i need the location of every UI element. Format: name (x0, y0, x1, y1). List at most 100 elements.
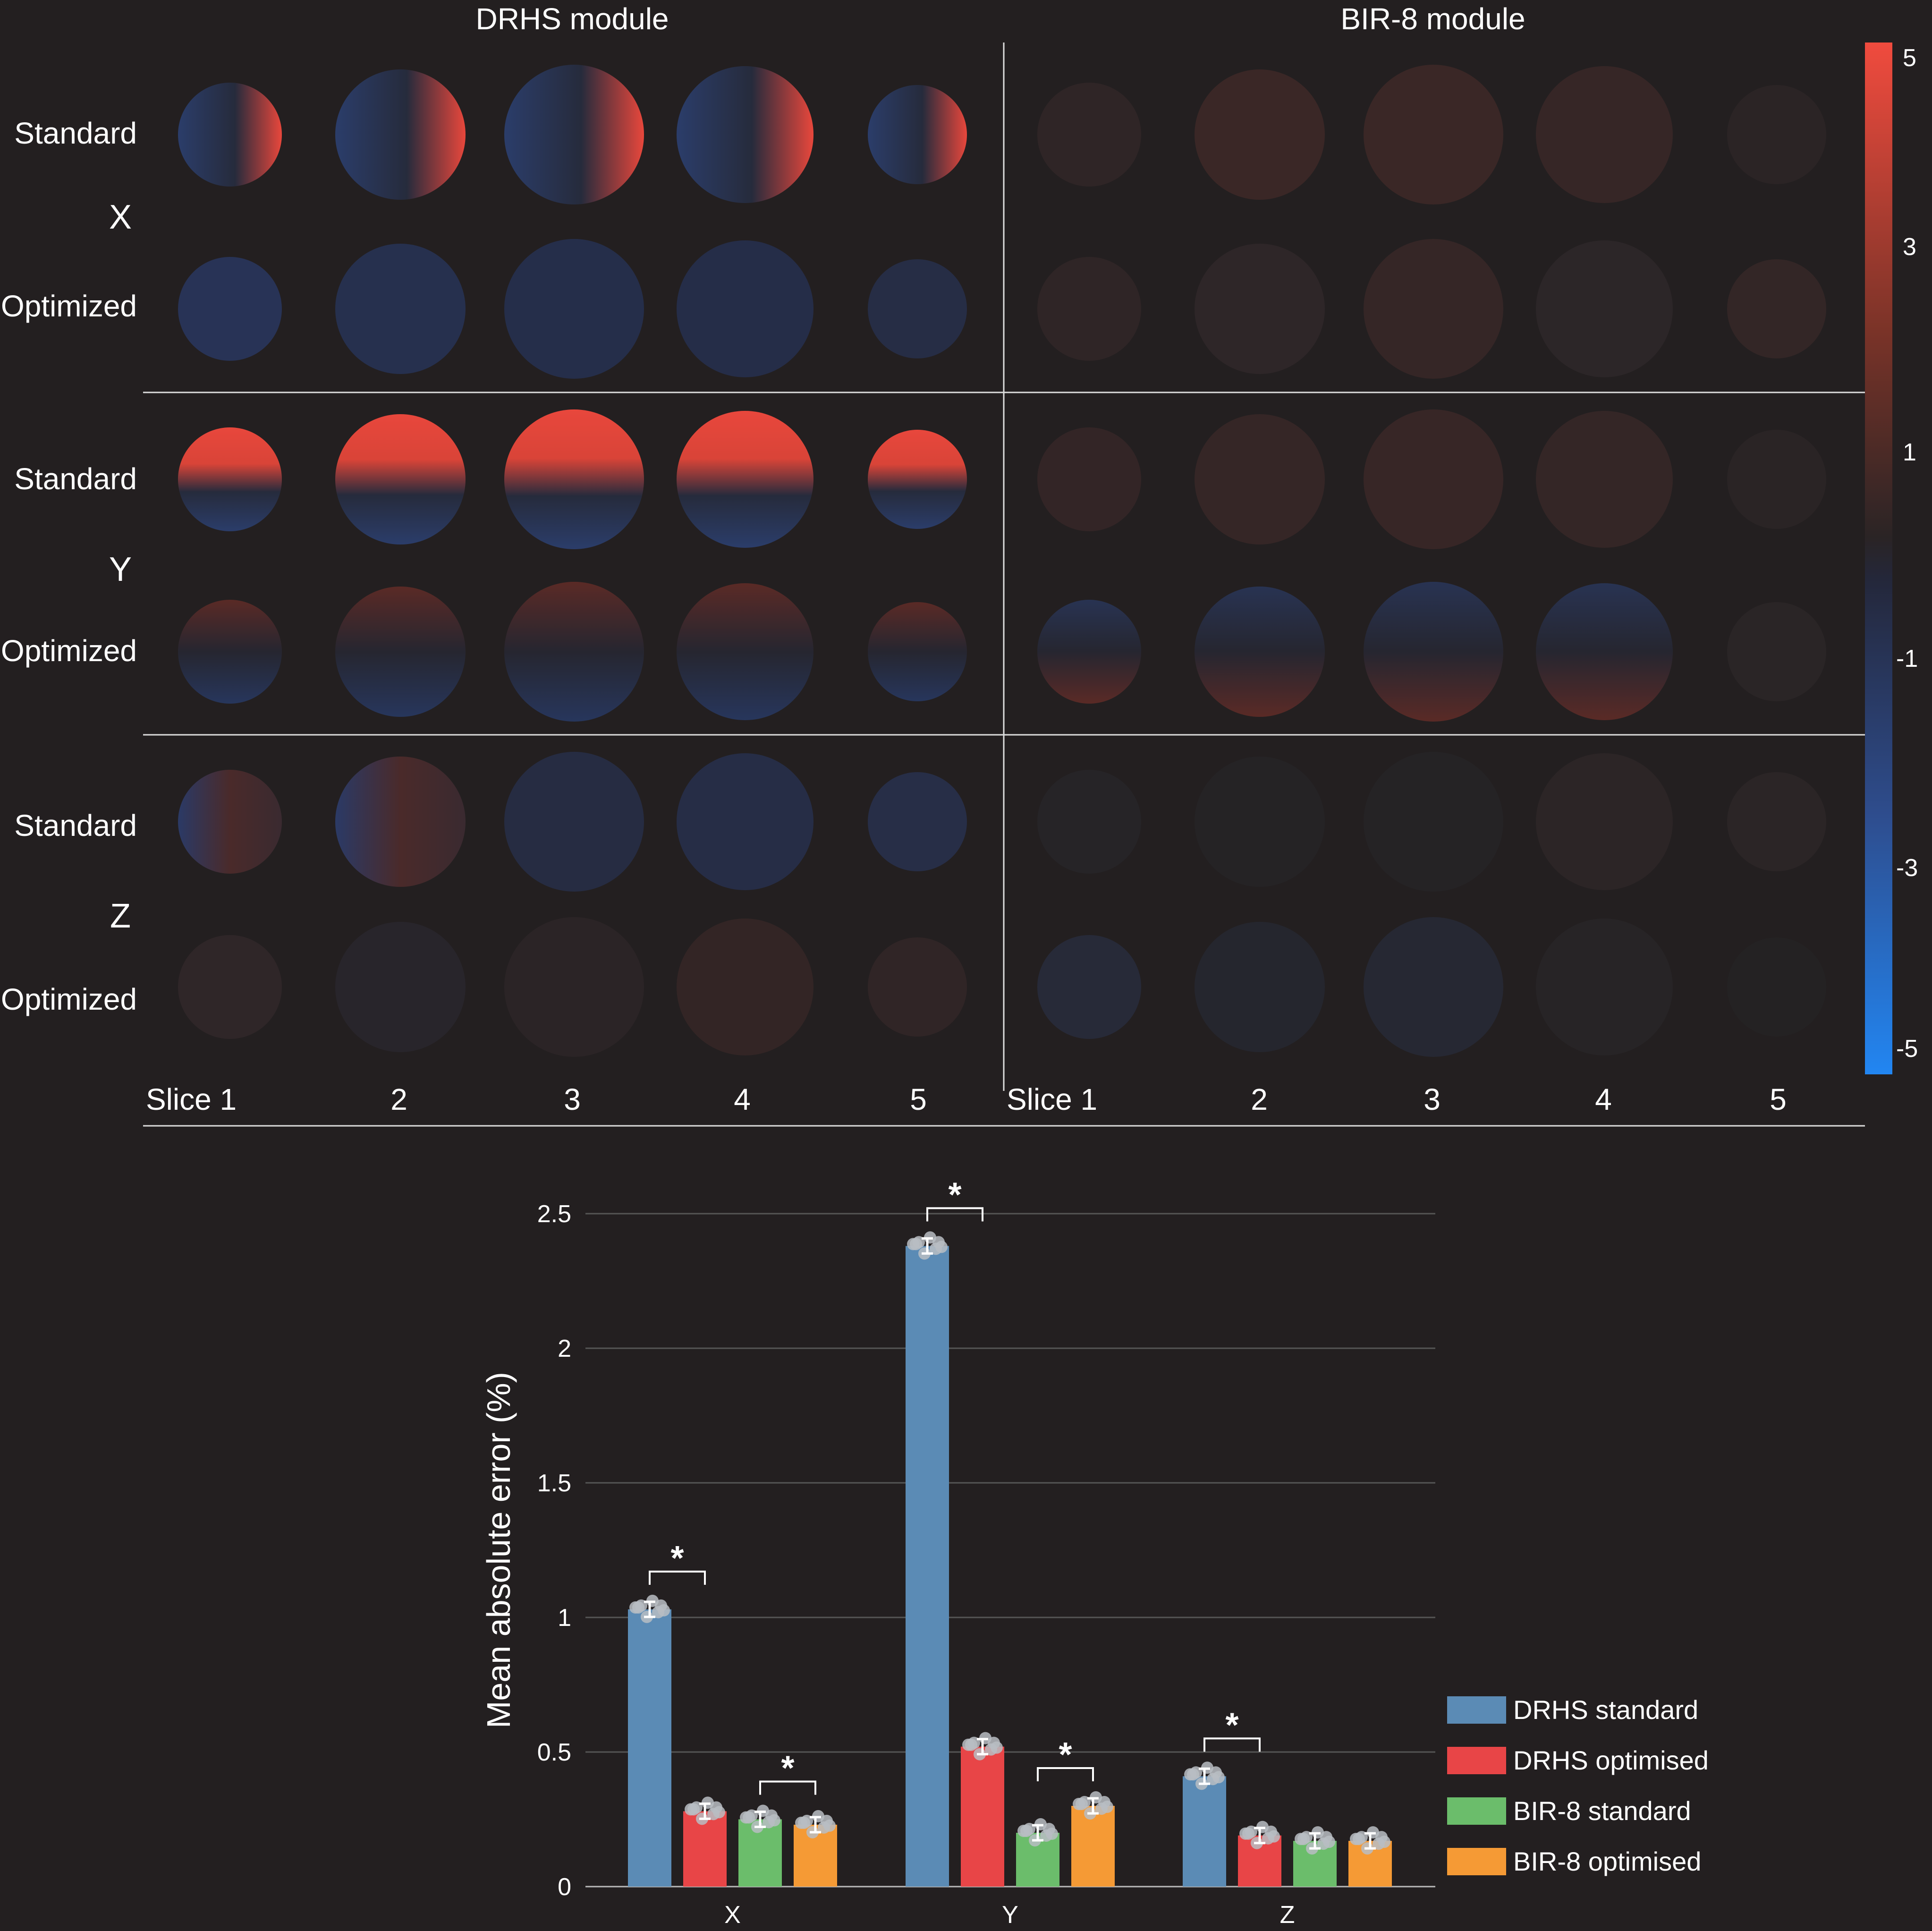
drhs-slice-label-1: Slice 1 (146, 1082, 237, 1116)
data-point (1187, 1768, 1199, 1781)
bir8-x-optimized-slice-3 (1364, 239, 1503, 379)
y-tick-label: 0 (558, 1873, 571, 1901)
significance-bracket (759, 1780, 816, 1795)
y-tick-label: 2.5 (537, 1200, 571, 1228)
drhs-y-standard-slice-2 (335, 414, 466, 544)
bir8-y-standard-slice-1 (1037, 427, 1141, 531)
axis-label-z: Z (110, 897, 131, 935)
bir8-x-standard-slice-1 (1037, 83, 1141, 187)
drhs-z-standard-slice-2 (335, 757, 466, 887)
drhs-module-header: DRHS module (475, 2, 669, 36)
legend-swatch-bir-8-standard (1447, 1797, 1506, 1825)
data-point (1320, 1831, 1332, 1844)
data-point (632, 1601, 644, 1614)
bir8-x-optimized-slice-1 (1037, 257, 1141, 361)
colorbar-tick-1: 1 (1903, 439, 1916, 466)
bir8-y-standard-slice-2 (1195, 414, 1325, 544)
drhs-z-optimized-slice-5 (868, 937, 967, 1037)
x-tick-label-x: X (724, 1901, 741, 1929)
drhs-y-standard-slice-1 (178, 427, 282, 531)
data-point (965, 1738, 977, 1751)
bar-x-drhs-standard (628, 1609, 671, 1887)
bir8-z-standard-slice-3 (1364, 752, 1503, 892)
bir8-x-standard-slice-3 (1364, 65, 1503, 204)
data-point (1297, 1833, 1310, 1846)
y-tick-label: 1 (558, 1604, 571, 1632)
data-point (1242, 1827, 1254, 1840)
bir8-y-optimized-slice-5 (1727, 602, 1826, 701)
legend-swatch-drhs-standard (1447, 1696, 1506, 1724)
drhs-z-standard-slice-5 (868, 772, 967, 871)
drhs-slice-label-5: 5 (910, 1082, 927, 1116)
x-tick-label-z: Z (1280, 1901, 1295, 1929)
bir8-z-optimized-slice-2 (1195, 922, 1325, 1052)
drhs-x-optimized-slice-4 (677, 240, 813, 377)
bar-y-drhs-optimised (961, 1746, 1004, 1887)
data-point (1265, 1825, 1277, 1838)
drhs-x-optimized-slice-3 (504, 239, 644, 379)
colorbar-tick-3: 3 (1903, 233, 1916, 261)
data-point (798, 1816, 810, 1829)
significance-star: * (948, 1176, 961, 1214)
significance-star: * (670, 1540, 684, 1577)
data-point (765, 1809, 778, 1822)
legend-swatch-bir-8-optimised (1447, 1848, 1506, 1875)
data-point (1375, 1831, 1388, 1844)
colorbar-tick-minus-1: -1 (1896, 645, 1918, 672)
drhs-slice-label-2: 2 (390, 1082, 407, 1116)
drhs-z-optimized-slice-3 (504, 917, 644, 1057)
bir8-x-standard-slice-2 (1195, 69, 1325, 200)
drhs-x-optimized-slice-1 (178, 257, 282, 361)
colorbar-tick-minus-5: -5 (1896, 1035, 1918, 1063)
bir8-y-standard-slice-4 (1536, 411, 1673, 548)
drhs-y-standard-slice-4 (677, 411, 813, 548)
bir8-slice-label-4: 4 (1595, 1082, 1612, 1116)
data-point (655, 1599, 667, 1612)
bir8-z-standard-slice-1 (1037, 770, 1141, 874)
bir8-z-standard-slice-2 (1195, 757, 1325, 887)
drhs-y-optimized-slice-1 (178, 600, 282, 704)
significance-bracket (1203, 1737, 1261, 1752)
significance-bracket (1037, 1767, 1094, 1781)
legend-swatch-drhs-optimised (1447, 1747, 1506, 1774)
significance-bracket (649, 1570, 706, 1585)
data-point (743, 1811, 755, 1824)
drhs-y-standard-slice-3 (504, 409, 644, 549)
bir8-x-standard-slice-5 (1727, 85, 1826, 184)
bir8-phantom-maps (1037, 65, 1826, 1057)
drhs-x-standard-slice-1 (178, 83, 282, 187)
bir8-x-optimized-slice-4 (1536, 240, 1673, 377)
row-label-y-optimized: Optimized (1, 634, 137, 668)
bir8-z-optimized-slice-1 (1037, 935, 1141, 1039)
bir8-x-standard-slice-4 (1536, 66, 1673, 203)
drhs-x-standard-slice-3 (504, 65, 644, 204)
data-point (910, 1238, 922, 1250)
bar-y-bir-8-optimised (1071, 1806, 1115, 1887)
legend-label: DRHS standard (1513, 1695, 1698, 1725)
colorbar-tick-minus-3: -3 (1896, 854, 1918, 882)
row-label-x-optimized: Optimized (1, 289, 137, 323)
drhs-phantom-maps (178, 65, 967, 1057)
data-point (1020, 1825, 1033, 1837)
drhs-z-standard-slice-3 (504, 752, 644, 892)
drhs-z-optimized-slice-1 (178, 935, 282, 1039)
bar-z-drhs-standard (1183, 1776, 1226, 1887)
drhs-y-optimized-slice-5 (868, 602, 967, 701)
drhs-z-optimized-slice-4 (677, 919, 813, 1055)
colorbar (1865, 43, 1892, 1074)
data-point (1076, 1798, 1088, 1810)
bir8-x-optimized-slice-5 (1727, 259, 1826, 358)
data-point (1043, 1823, 1055, 1835)
axis-label-x: X (109, 198, 132, 236)
bir8-slice-label-3: 3 (1424, 1082, 1441, 1116)
significance-star: * (1059, 1736, 1072, 1774)
drhs-x-standard-slice-2 (335, 69, 466, 200)
data-point (1098, 1796, 1110, 1808)
drhs-y-standard-slice-5 (868, 430, 967, 529)
significance-star: * (1225, 1706, 1238, 1744)
colorbar-tick-5: 5 (1903, 44, 1916, 72)
bir8-module-header: BIR-8 module (1340, 2, 1525, 36)
bir8-slice-label-5: 5 (1770, 1082, 1787, 1116)
bir8-y-optimized-slice-1 (1037, 600, 1141, 704)
bir8-z-standard-slice-5 (1727, 772, 1826, 871)
